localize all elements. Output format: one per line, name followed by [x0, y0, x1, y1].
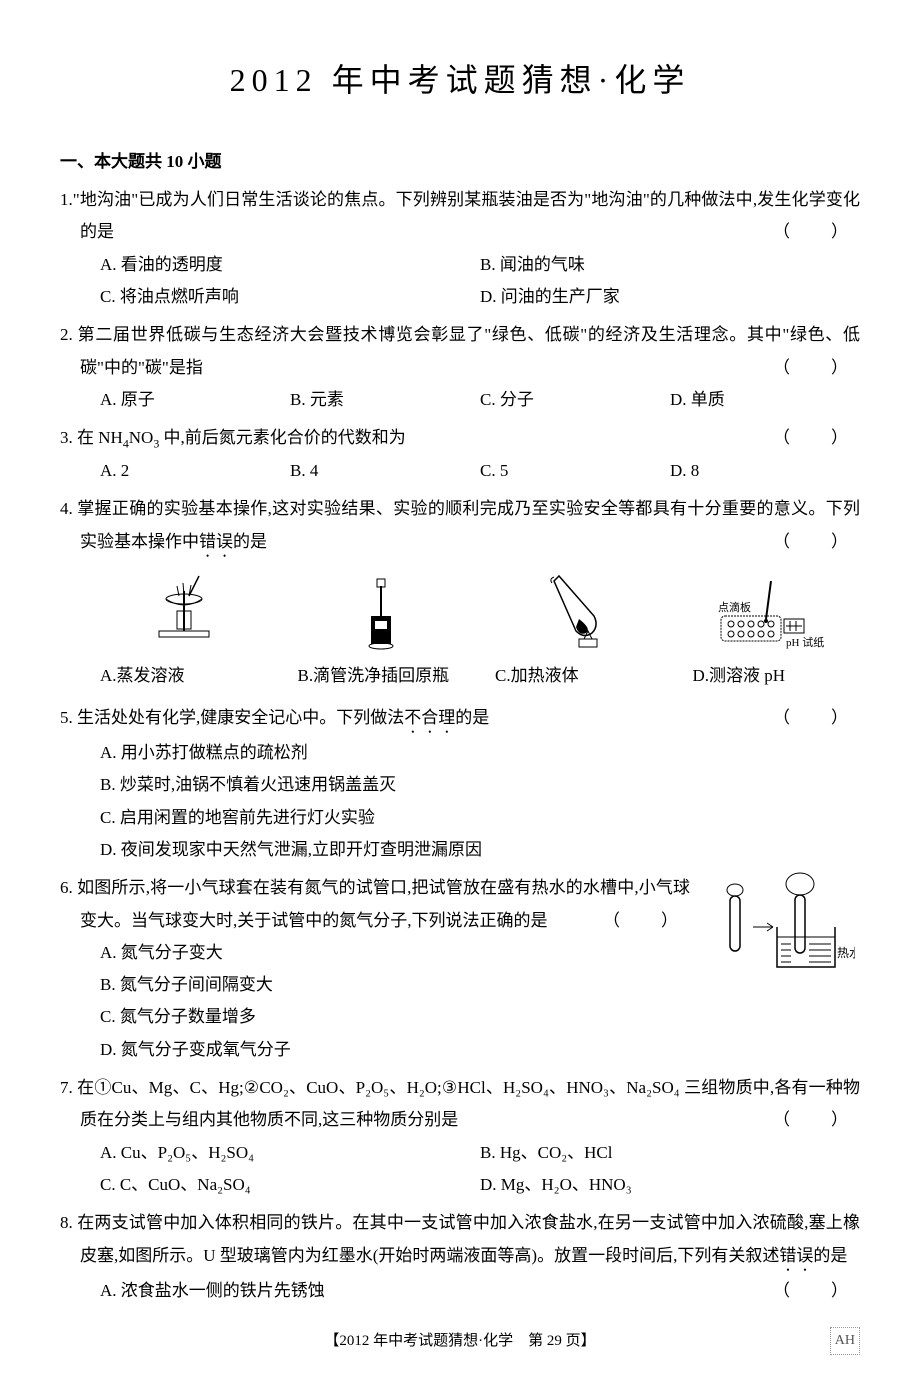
q6-opt-c: C. 氮气分子数量增多 — [100, 1001, 860, 1033]
footer-text: 【2012 年中考试题猜想·化学 第 29 页】 — [324, 1333, 595, 1349]
q3-opt-c: C. 5 — [480, 455, 670, 487]
q4-cap-b: B.滴管洗净插回原瓶 — [298, 660, 466, 692]
answer-paren: （ ） — [793, 526, 860, 558]
q1-opt-c: C. 将油点燃听声响 — [100, 281, 480, 313]
q5-opt-b: B. 炒菜时,油锅不慎着火迅速用锅盖盖灭 — [100, 769, 860, 801]
q5-stem-dot: 不合理 — [404, 708, 455, 727]
q7-opt-a: A. Cu、P₂O₅、H₂SO₄ — [100, 1137, 480, 1169]
q5-opt-d: D. 夜间发现家中天然气泄漏,立即开灯查明泄漏原因 — [100, 834, 860, 866]
q2-opt-a: A. 原子 — [100, 384, 290, 416]
question-1: 1."地沟油"已成为人们日常生活谈论的焦点。下列辨别某瓶装油是否为"地沟油"的几… — [60, 184, 860, 313]
q2-opt-c: C. 分子 — [480, 384, 670, 416]
q6-opt-d: D. 氮气分子变成氧气分子 — [100, 1034, 860, 1066]
question-2: 2. 第二届世界低碳与生态经济大会暨技术博览会彰显了"绿色、低碳"的经济及生活理… — [60, 319, 860, 416]
q4-fig-d: 点滴板 pH 试纸 — [693, 569, 861, 656]
footer-code: AH — [830, 1327, 860, 1356]
q4-cap-a: A.蒸发溶液 — [100, 660, 268, 692]
answer-paren: （ ） — [793, 422, 860, 454]
q2-opt-d: D. 单质 — [670, 384, 860, 416]
q3-opt-a: A. 2 — [100, 455, 290, 487]
q2-opt-b: B. 元素 — [290, 384, 480, 416]
q5-opt-c: C. 启用闲置的地窖前先进行灯火实验 — [100, 802, 860, 834]
q1-opt-a: A. 看油的透明度 — [100, 249, 480, 281]
q1-stem: 1."地沟油"已成为人们日常生活谈论的焦点。下列辨别某瓶装油是否为"地沟油"的几… — [60, 190, 860, 241]
q6-stem: 6. 如图所示,将一小气球套在装有氮气的试管口,把试管放在盛有热水的水槽中,小气… — [60, 878, 690, 929]
q5-opt-a: A. 用小苏打做糕点的疏松剂 — [100, 737, 860, 769]
q4-fig-a — [100, 569, 268, 656]
answer-paren: （ ） — [793, 216, 860, 248]
q1-opt-d: D. 问油的生产厂家 — [480, 281, 860, 313]
q3-stem-post: 中,前后氮元素化合价的代数和为 — [159, 428, 406, 447]
q3-stem-mid: NO — [129, 428, 154, 447]
q3-opt-d: D. 8 — [670, 455, 860, 487]
section-header: 一、本大题共 10 小题 — [60, 146, 860, 178]
q3-stem-pre: 3. 在 NH — [60, 428, 123, 447]
page-title: 2012 年中考试题猜想·化学 — [60, 50, 860, 111]
q4-fig-b — [298, 569, 466, 656]
question-6: 热水 6. 如图所示,将一小气球套在装有氮气的试管口,把试管放在盛有热水的水槽中… — [60, 872, 860, 1066]
q8-stem-pre: 8. 在两支试管中加入体积相同的铁片。在其中一支试管中加入浓食盐水,在另一支试管… — [60, 1213, 860, 1264]
q8-stem-post: 的是 — [813, 1246, 847, 1265]
q4-fig-d-label1: 点滴板 — [718, 600, 751, 614]
q5-stem-pre: 5. 生活处处有化学,健康安全记心中。下列做法 — [60, 708, 404, 727]
answer-paren: （ ） — [793, 352, 860, 384]
q3-opt-b: B. 4 — [290, 455, 480, 487]
q4-stem-pre: 4. 掌握正确的实验基本操作,这对实验结果、实验的顺利完成乃至实验安全等都具有十… — [60, 499, 860, 550]
q4-fig-d-label2: pH 试纸 — [786, 636, 824, 649]
q4-cap-c: C.加热液体 — [495, 660, 663, 692]
q2-stem: 2. 第二届世界低碳与生态经济大会暨技术博览会彰显了"绿色、低碳"的经济及生活理… — [60, 325, 860, 376]
q7-opt-d: D. Mg、H₂O、HNO₃ — [480, 1169, 860, 1201]
answer-paren: （ ） — [793, 1104, 860, 1136]
question-4: 4. 掌握正确的实验基本操作,这对实验结果、实验的顺利完成乃至实验安全等都具有十… — [60, 493, 860, 692]
question-5: 5. 生活处处有化学,健康安全记心中。下列做法不合理的是 （ ） A. 用小苏打… — [60, 702, 860, 866]
q6-fig-label: 热水 — [837, 946, 855, 960]
question-3: 3. 在 NH4NO3 中,前后氮元素化合价的代数和为 （ ） A. 2 B. … — [60, 422, 860, 487]
answer-paren: （ ） — [623, 905, 690, 937]
q4-stem-dot: 错误 — [199, 532, 233, 551]
q8-stem-dot: 错误 — [779, 1246, 813, 1265]
answer-paren: （ ） — [793, 702, 860, 734]
q4-stem-post: 的是 — [233, 532, 267, 551]
q5-stem-post: 的是 — [455, 708, 489, 727]
question-7: 7. 在①Cu、Mg、C、Hg;②CO₂、CuO、P₂O₅、H₂O;③HCl、H… — [60, 1072, 860, 1201]
page-footer: 【2012 年中考试题猜想·化学 第 29 页】 AH — [60, 1327, 860, 1356]
question-8: 8. 在两支试管中加入体积相同的铁片。在其中一支试管中加入浓食盐水,在另一支试管… — [60, 1207, 860, 1307]
q7-opt-b: B. Hg、CO₂、HCl — [480, 1137, 860, 1169]
q7-stem: 7. 在①Cu、Mg、C、Hg;②CO₂、CuO、P₂O₅、H₂O;③HCl、H… — [60, 1078, 860, 1129]
q4-cap-d: D.测溶液 pH — [693, 660, 861, 692]
q4-fig-c — [495, 569, 663, 656]
q7-opt-c: C. C、CuO、Na₂SO₄ — [100, 1169, 480, 1201]
q1-opt-b: B. 闻油的气味 — [480, 249, 860, 281]
q6-figure: 热水 — [700, 872, 860, 993]
